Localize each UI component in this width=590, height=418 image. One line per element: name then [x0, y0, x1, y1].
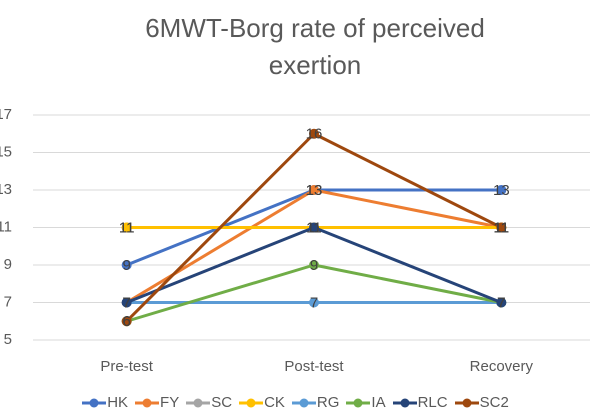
legend-label: HK: [107, 394, 129, 411]
data-label: 13: [493, 182, 510, 199]
data-label: 11: [119, 219, 135, 236]
data-label: 13: [306, 182, 323, 199]
legend-label: CK: [264, 394, 285, 411]
legend-item: RLC: [392, 394, 448, 411]
x-tick-label: Post-test: [284, 358, 344, 375]
marker: [309, 260, 319, 270]
y-tick-label: 13: [0, 181, 12, 198]
data-label: 7: [497, 294, 505, 311]
marker: [309, 222, 319, 233]
data-label: 7: [122, 294, 130, 311]
legend-label: SC: [211, 394, 233, 411]
legend-swatch: [82, 398, 107, 407]
legend-swatch: [392, 398, 417, 407]
data-label: 9: [122, 257, 130, 274]
legend-marker: [400, 398, 410, 407]
data-label: 7: [122, 294, 130, 311]
legend-marker: [193, 398, 203, 407]
legend-marker: [462, 398, 472, 407]
legend-marker: [142, 398, 152, 407]
legend-swatch: [291, 398, 316, 407]
data-label: 6: [122, 313, 130, 330]
data-label: 7: [310, 294, 318, 311]
marker: [121, 260, 132, 270]
data-label: 11: [306, 219, 322, 236]
data-label: 7: [122, 294, 130, 311]
legend-item: SC2: [454, 394, 509, 411]
y-tick-label: 17: [0, 106, 12, 123]
data-label: 11: [494, 219, 510, 236]
legend-item: SC: [185, 394, 232, 411]
legend-swatch: [186, 398, 211, 407]
x-tick-label: Pre-test: [100, 358, 153, 375]
data-label: 7: [497, 294, 505, 311]
legend-label: IA: [371, 394, 386, 411]
chart-title: 6MWT-Borg rate of perceived exertion: [145, 13, 485, 80]
marker: [496, 297, 507, 308]
marker: [496, 185, 507, 195]
legend-item: CK: [238, 394, 285, 411]
data-label: 6: [122, 313, 130, 330]
y-tick-label: 5: [4, 331, 12, 348]
data-label: 13: [306, 182, 323, 199]
legend-swatch: [454, 398, 479, 407]
data-label: 11: [306, 219, 322, 236]
y-tick-label: 9: [4, 256, 12, 273]
legend-label: FY: [160, 394, 180, 411]
marker: [309, 128, 319, 139]
legend-item: FY: [134, 394, 179, 411]
y-tick-label: 15: [0, 143, 12, 160]
legend-swatch: [239, 398, 264, 407]
legend-marker: [353, 398, 363, 407]
marker: [496, 222, 507, 233]
data-label: 11: [119, 219, 135, 236]
legend-item: IA: [345, 394, 386, 411]
marker: [121, 316, 132, 327]
plot-area: 5 7 9 11 13 15 17 Pre-test Post-test Recovery 9 13 1…: [0, 106, 590, 375]
marker: [309, 297, 319, 308]
data-label: 9: [310, 257, 318, 274]
marker: [121, 222, 132, 233]
data-label: 11: [494, 219, 510, 236]
series-line: [125, 188, 502, 304]
legend-marker: [299, 398, 309, 407]
data-label: 16: [306, 126, 323, 143]
data-label: 11: [494, 219, 510, 236]
y-tick-label: 11: [0, 218, 12, 235]
legend-item: RG: [291, 394, 340, 411]
marker: [309, 185, 319, 195]
legend-marker: [89, 398, 99, 407]
legend-item: HK: [81, 394, 128, 411]
data-label: 11: [306, 219, 322, 236]
y-tick-label: 7: [4, 293, 12, 310]
legend-swatch: [135, 398, 160, 407]
x-tick-label: Recovery: [470, 358, 534, 375]
legend-label: RG: [316, 394, 340, 411]
data-label: 11: [494, 219, 510, 236]
legend-swatch: [346, 398, 371, 407]
marker: [121, 297, 132, 308]
legend: HK FY SC CK RG IA RLC SC2: [0, 394, 590, 411]
legend-label: SC2: [479, 394, 509, 411]
data-label: 7: [497, 294, 505, 311]
legend-marker: [246, 398, 256, 407]
legend-label: RLC: [417, 394, 448, 411]
